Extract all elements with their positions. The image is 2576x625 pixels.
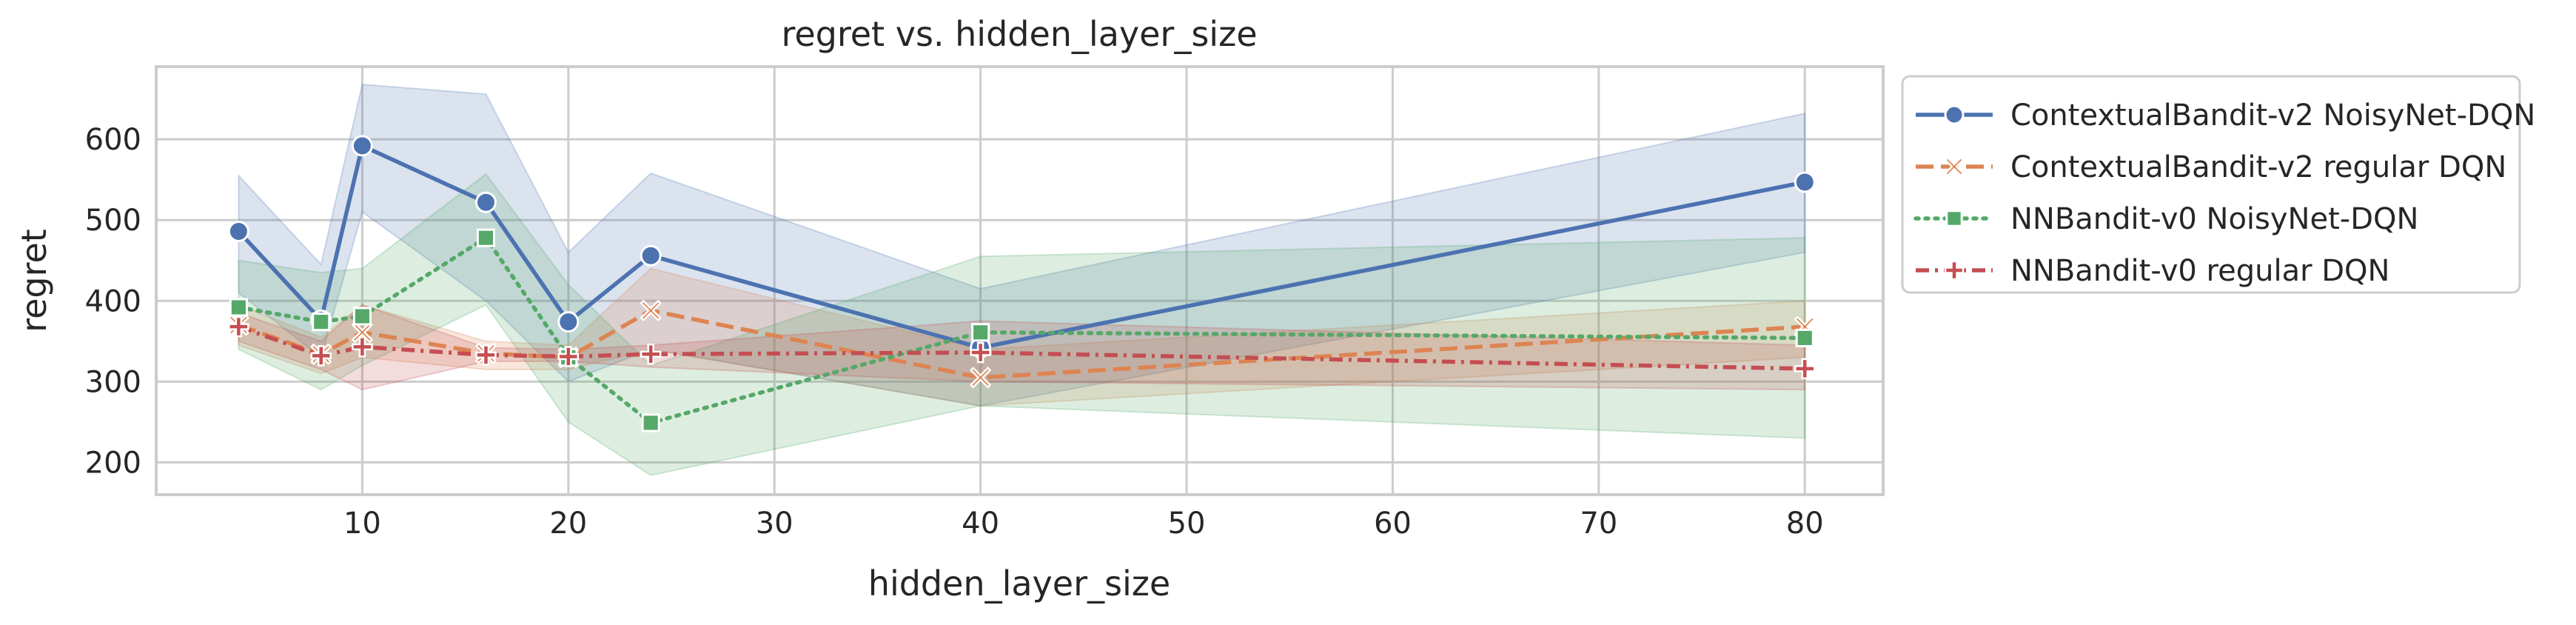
series-markers: [227, 135, 1816, 432]
series-3-point: [641, 413, 660, 432]
series-3-point: [971, 323, 990, 342]
series-4-point: [310, 345, 332, 367]
legend-box: [1901, 75, 2521, 294]
y-tick-label: 500: [85, 204, 141, 238]
y-tick-label: 300: [85, 365, 141, 399]
series-1-confidence-band: [238, 83, 1806, 407]
series-2-confidence-band: [238, 267, 1806, 407]
y-tick-label: 200: [85, 446, 141, 480]
series-1-point: [640, 244, 662, 267]
series-4-confidence-band: [238, 304, 1806, 391]
legend: ContextualBandit-v2 NoisyNet-DQN Contextu…: [1901, 75, 2535, 294]
series-2-legend-marker: [1944, 156, 1965, 177]
series-4-point: [557, 346, 580, 367]
series-3-point: [1795, 328, 1814, 347]
series-4-legend-marker: [1944, 260, 1965, 281]
y-axis-title: regret: [14, 229, 54, 332]
series-1-point: [557, 311, 580, 333]
tick-labels: 10 20 30 40 50 60 70 80 200 300 400 500 600: [85, 123, 1824, 541]
series-1-line: [237, 144, 1805, 350]
x-tick-label: 30: [756, 507, 794, 541]
series-3-point: [229, 298, 248, 317]
series-4-legend-label: NNBandit-v0 regular DQN: [2010, 254, 2389, 288]
series-3-point: [312, 312, 331, 332]
x-tick-label: 50: [1168, 507, 1206, 541]
series-2-line: [238, 308, 1805, 380]
series-2-point: [352, 321, 373, 344]
x-tick-label: 10: [343, 507, 381, 541]
plot-area: [155, 65, 1885, 496]
y-tick-label: 400: [85, 284, 141, 318]
series-1-point: [351, 135, 373, 157]
x-tick-label: 80: [1786, 507, 1824, 541]
series-3-legend-marker: [1945, 210, 1963, 227]
x-tick-label: 60: [1374, 507, 1412, 541]
confidence-bands: [238, 83, 1806, 476]
x-axis-title: hidden_layer_size: [868, 564, 1170, 604]
y-tick-label: 600: [85, 123, 141, 157]
series-4-point: [352, 336, 373, 358]
series-2-point: [970, 367, 991, 389]
series-4-point: [228, 315, 249, 338]
series-4-point: [970, 341, 991, 364]
x-tick-label: 70: [1580, 507, 1617, 541]
gridlines: [156, 67, 1883, 495]
series-2-legend-label: ContextualBandit-v2 regular DQN: [2010, 150, 2506, 184]
series-4-point: [1794, 358, 1816, 380]
x-tick-label: 20: [549, 507, 587, 541]
chart-title: regret vs. hidden_layer_size: [781, 14, 1257, 54]
series-1-point: [474, 191, 497, 213]
series-3-point: [352, 307, 372, 326]
x-tick-label: 40: [962, 507, 999, 541]
series-1-point: [1794, 171, 1816, 193]
series-4-point: [475, 344, 497, 366]
series-3-confidence-band: [238, 173, 1806, 476]
series-1-legend-label: ContextualBandit-v2 NoisyNet-DQN: [2010, 98, 2535, 133]
series-4-point: [640, 343, 662, 365]
series-1-point: [227, 220, 249, 242]
series-1-legend-marker: [1944, 104, 1965, 125]
series-2-point: [640, 300, 662, 321]
series-3-point: [476, 228, 495, 247]
series-3-legend-label: NNBandit-v0 NoisyNet-DQN: [2010, 202, 2418, 236]
